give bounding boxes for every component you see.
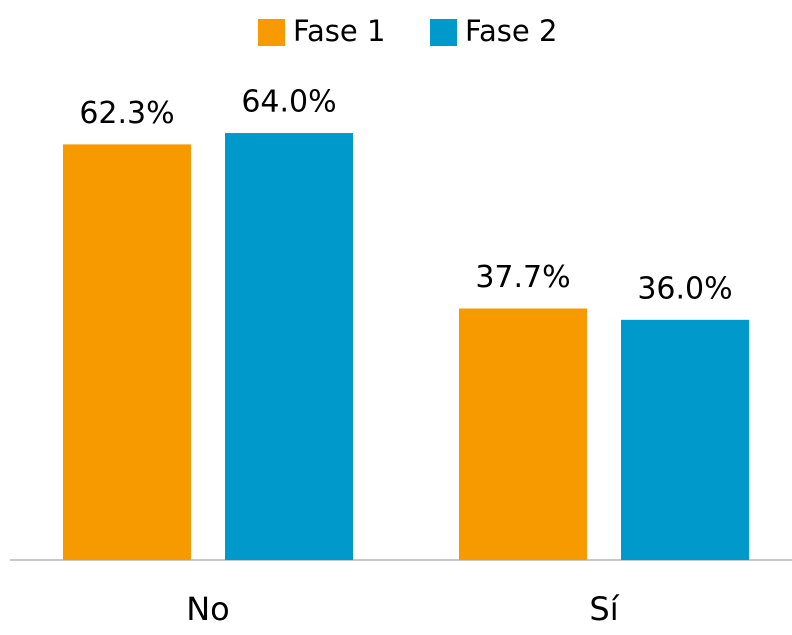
bar — [63, 144, 191, 560]
data-label: 62.3% — [79, 96, 174, 131]
legend-swatch — [258, 19, 285, 46]
x-tick-label: No — [186, 590, 230, 628]
x-tick-label: Sí — [589, 590, 619, 628]
legend-swatch — [430, 19, 457, 46]
bar — [225, 133, 353, 560]
data-label: 64.0% — [241, 85, 336, 120]
data-label: 36.0% — [637, 271, 732, 306]
bar — [459, 308, 587, 560]
bar — [621, 319, 749, 560]
data-label: 37.7% — [475, 260, 570, 295]
legend-label: Fase 2 — [465, 14, 557, 48]
legend-label: Fase 1 — [293, 14, 385, 48]
